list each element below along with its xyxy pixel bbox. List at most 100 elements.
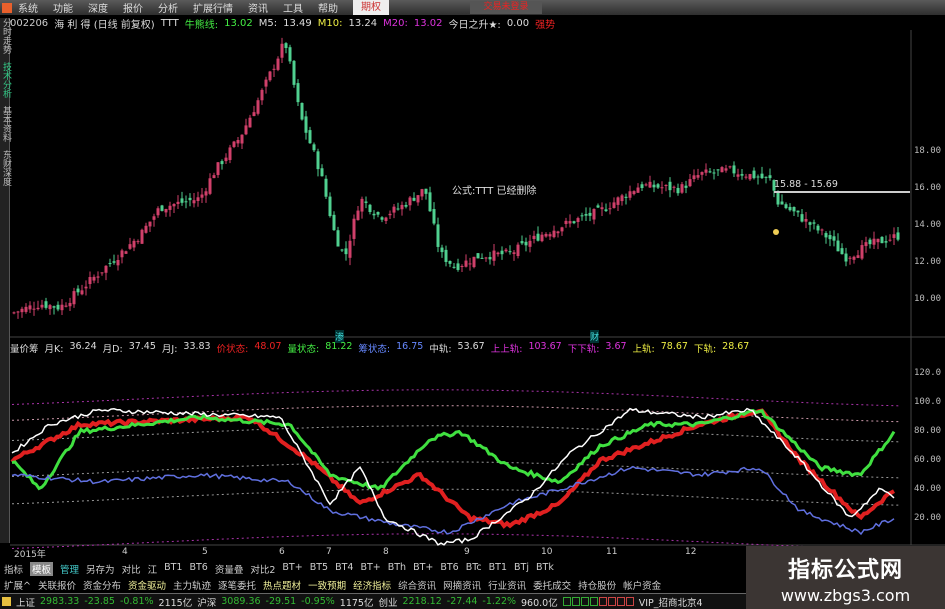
toolbar1-button[interactable]: BT+ bbox=[413, 562, 434, 573]
candle-body bbox=[36, 307, 40, 310]
toolbar2-button[interactable]: 热点题材 bbox=[263, 581, 302, 592]
candle-body bbox=[564, 220, 568, 224]
toolbar2-button[interactable]: 扩展^ bbox=[4, 581, 31, 592]
toolbar2-button[interactable]: 资金驱动 bbox=[128, 581, 167, 592]
menu-depth[interactable]: 深度 bbox=[88, 4, 108, 15]
server-name[interactable]: VIP_招商北京4 bbox=[638, 597, 703, 609]
toolbar2-button[interactable]: 综合资讯 bbox=[398, 581, 437, 592]
toolbar1-button[interactable]: BTk bbox=[536, 562, 554, 573]
menu-function[interactable]: 功能 bbox=[53, 4, 73, 15]
menu-extended-market[interactable]: 扩展行情 bbox=[193, 4, 233, 15]
date-tick: 8 bbox=[383, 547, 389, 557]
indicator-label: 月D: bbox=[102, 344, 123, 355]
toolbar1-button[interactable]: 江 bbox=[147, 565, 158, 576]
candle-body bbox=[768, 175, 772, 179]
toolbar2-button[interactable]: 委托成交 bbox=[533, 581, 572, 592]
candle-body bbox=[444, 249, 448, 262]
toolbar1-button[interactable]: 另存为 bbox=[86, 565, 115, 576]
toolbar2-button[interactable]: 网摘资讯 bbox=[443, 581, 482, 592]
candle-body bbox=[528, 240, 532, 247]
side-tab-fundamentals[interactable]: 基本资料 bbox=[1, 106, 11, 142]
toolbar1-button[interactable]: BTh bbox=[387, 562, 407, 573]
toolbar2-button[interactable]: 持仓股份 bbox=[578, 581, 617, 592]
candle-body bbox=[500, 250, 504, 255]
toolbar1-button[interactable]: BT+ bbox=[282, 562, 303, 573]
candle-body bbox=[820, 229, 824, 231]
toolbar1-button[interactable]: BTj bbox=[514, 562, 529, 573]
toolbar1-button[interactable]: BT6 bbox=[440, 562, 459, 573]
sh-percent: -0.81% bbox=[119, 596, 154, 607]
candle-body bbox=[712, 172, 716, 174]
toolbar2-button[interactable]: 行业资讯 bbox=[488, 581, 527, 592]
toolbar1-button[interactable]: 对比 bbox=[121, 565, 141, 576]
toolbar2-button[interactable]: 主力轨迹 bbox=[173, 581, 212, 592]
candle-body bbox=[784, 204, 788, 209]
candle-body bbox=[64, 305, 68, 307]
candle-body bbox=[276, 58, 280, 70]
toolbar2-button[interactable]: 逐笔委托 bbox=[218, 581, 257, 592]
toolbar1-button[interactable]: 管理 bbox=[60, 565, 80, 576]
candle-body bbox=[192, 200, 196, 204]
state-chip-line bbox=[11, 465, 895, 536]
candle-body bbox=[808, 222, 812, 225]
indicator-toolbar: 指标 模板 管理 另存为 对比江 BT1 BT6 资量叠 对比2 BT+ BT5 BT4 BT+ BTh B… bbox=[4, 562, 554, 576]
toolbar1-button[interactable]: BT4 bbox=[335, 562, 354, 573]
candle-body bbox=[644, 184, 648, 186]
toolbar1-button[interactable]: 对比2 bbox=[250, 565, 276, 576]
toolbar1-button[interactable]: BTc bbox=[465, 562, 482, 573]
toolbar2-button[interactable]: 关联报价 bbox=[37, 581, 76, 592]
toolbar2-button[interactable]: 资金分布 bbox=[82, 581, 121, 592]
menu-analysis[interactable]: 分析 bbox=[158, 4, 178, 15]
menu-tools[interactable]: 工具 bbox=[283, 4, 303, 15]
toolbar1-button[interactable]: 模板 bbox=[30, 562, 54, 576]
menu-help[interactable]: 帮助 bbox=[318, 4, 338, 15]
side-tab-depth[interactable]: 东财深度 bbox=[1, 150, 11, 186]
toolbar2-button[interactable]: 经济指标 bbox=[353, 581, 392, 592]
toolbar2-button[interactable]: 帐户资金 bbox=[623, 581, 662, 592]
indicator-value: 48.07 bbox=[254, 341, 282, 352]
toolbar1-button[interactable]: BT6 bbox=[189, 562, 208, 573]
candle-body bbox=[448, 261, 452, 264]
menu-news[interactable]: 资讯 bbox=[248, 4, 268, 15]
event-marker[interactable]: 渗 bbox=[335, 330, 345, 343]
candle-body bbox=[612, 202, 616, 208]
toolbar1-button[interactable]: BT1 bbox=[488, 562, 508, 573]
candle-body bbox=[840, 248, 844, 255]
candle-body bbox=[264, 79, 268, 87]
candle-body bbox=[892, 234, 896, 238]
toolbar1-button[interactable]: 资量叠 bbox=[214, 565, 244, 576]
finance-marker[interactable]: 财 bbox=[590, 330, 600, 343]
toolbar1-button[interactable]: BT5 bbox=[309, 562, 329, 573]
stock-code: 002206 bbox=[10, 17, 49, 29]
toolbar1-button[interactable]: BT+ bbox=[360, 562, 381, 573]
hs-percent: -0.95% bbox=[301, 596, 335, 607]
toolbar1-button[interactable]: BT1 bbox=[164, 562, 183, 573]
candle-body bbox=[524, 241, 528, 246]
candle-body bbox=[388, 213, 392, 216]
date-tick: 9 bbox=[464, 547, 470, 557]
function-toolbar: 扩展^ 关联报价 资金分布 资金驱动 主力轨迹 逐笔委托 热点题材 一致预期 经济指标 综合资讯网… bbox=[4, 578, 661, 592]
price-tick: 16.00 bbox=[914, 183, 942, 193]
candle-body bbox=[432, 209, 436, 224]
candle-body bbox=[164, 209, 168, 213]
menu-quote[interactable]: 报价 bbox=[123, 4, 143, 15]
menu-options[interactable]: 期权 bbox=[353, 0, 389, 15]
indicator-name[interactable]: 量价筹 bbox=[10, 344, 39, 355]
candle-body bbox=[84, 286, 88, 289]
candle-body bbox=[408, 197, 412, 206]
side-tab-intraday[interactable]: 分时走势 bbox=[1, 18, 11, 54]
toolbar1-button[interactable]: 指标 bbox=[4, 565, 24, 576]
menu-system[interactable]: 系统 bbox=[18, 4, 38, 15]
indicator-tick: 80.00 bbox=[914, 426, 942, 436]
toolbar2-button[interactable]: 一致预期 bbox=[308, 581, 347, 592]
formula-name[interactable]: TTT bbox=[160, 17, 179, 29]
candle-body bbox=[200, 194, 204, 198]
trade-login-status[interactable]: 交易未登录 bbox=[470, 1, 542, 14]
side-tab-technical[interactable]: 技术分析 bbox=[1, 62, 11, 98]
candle-body bbox=[60, 304, 64, 311]
candle-body bbox=[80, 290, 84, 295]
candle-body bbox=[872, 238, 876, 245]
candle-body bbox=[12, 312, 16, 314]
candle-body bbox=[688, 179, 692, 187]
